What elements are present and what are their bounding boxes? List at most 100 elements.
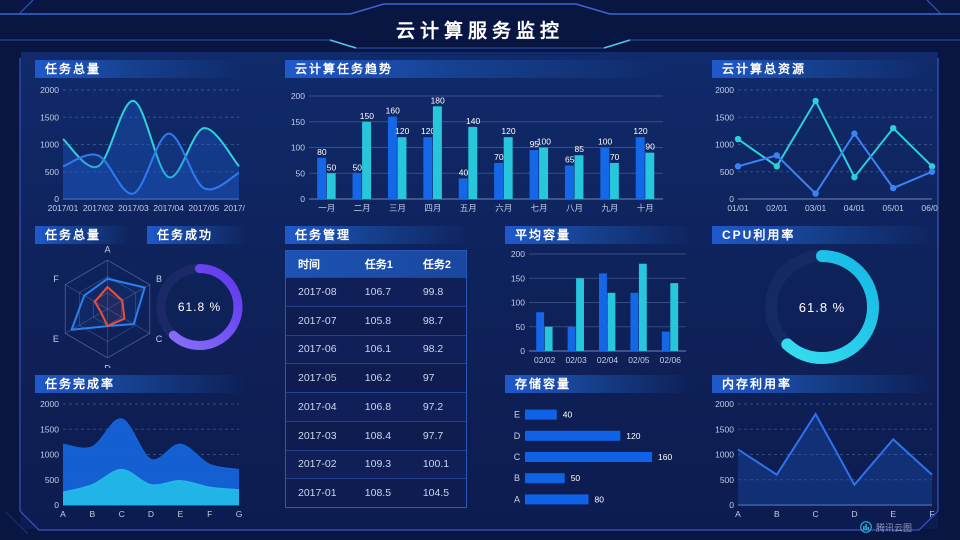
svg-text:1000: 1000 [40, 450, 59, 460]
svg-text:160: 160 [386, 106, 400, 116]
svg-text:90: 90 [645, 142, 655, 152]
svg-text:B: B [514, 473, 520, 483]
svg-text:E: E [890, 509, 896, 519]
svg-text:0: 0 [54, 500, 59, 510]
svg-text:04/01: 04/01 [844, 203, 866, 213]
svg-text:02/05: 02/05 [628, 355, 650, 365]
svg-text:40: 40 [563, 410, 573, 420]
svg-text:2017/05: 2017/05 [188, 203, 219, 213]
svg-text:100: 100 [511, 298, 525, 308]
svg-text:80: 80 [595, 494, 605, 504]
chart-memory-line: 0 500 1000 1500 2000 A B C D E F [710, 396, 938, 520]
panel-title-completion: 任务完成率 [35, 375, 245, 393]
svg-text:1500: 1500 [715, 112, 734, 122]
table-row: 2017-04 106.8 97.2 [286, 392, 466, 421]
svg-text:1500: 1500 [40, 424, 59, 434]
table-cell: 108.5 [364, 487, 392, 500]
svg-text:二月: 二月 [354, 203, 371, 213]
table-cell: 97.7 [422, 429, 444, 442]
svg-text:D: D [148, 509, 154, 519]
svg-text:A: A [735, 509, 741, 519]
svg-text:1000: 1000 [715, 450, 734, 460]
watermark: 腾讯云图 [860, 519, 912, 535]
svg-text:150: 150 [291, 117, 305, 127]
svg-text:200: 200 [511, 249, 525, 259]
table-header-row: 时间 任务1 任务2 [286, 251, 466, 277]
svg-text:100: 100 [291, 143, 305, 153]
panel-title-cpu: CPU利用率 [712, 226, 930, 244]
svg-text:D: D [104, 364, 111, 368]
panel-title-trend: 云计算任务趋势 [285, 60, 667, 78]
svg-text:C: C [156, 334, 163, 344]
svg-text:02/01: 02/01 [766, 203, 788, 213]
svg-text:100: 100 [598, 137, 612, 147]
svg-text:40: 40 [459, 167, 469, 177]
svg-text:500: 500 [720, 167, 734, 177]
table-cell: 2017-01 [298, 487, 337, 500]
panel-title-task-total: 任务总量 [35, 60, 245, 78]
svg-text:50: 50 [516, 322, 526, 332]
panel-title-memory: 内存利用率 [712, 375, 930, 393]
svg-text:2017/01: 2017/01 [48, 203, 79, 213]
panel-title-avg: 平均容量 [505, 226, 690, 244]
table-row: 2017-08 106.7 99.8 [286, 277, 466, 306]
svg-text:E: E [177, 509, 183, 519]
svg-text:D: D [851, 509, 857, 519]
svg-text:150: 150 [360, 111, 374, 121]
svg-text:E: E [514, 410, 520, 420]
table-cell: 2017-02 [298, 458, 337, 471]
table-cell: 106.2 [364, 372, 392, 385]
svg-text:02/04: 02/04 [597, 355, 619, 365]
chart-avg-capacity: 0 50 100 150 200 02/02 02/03 02/04 02/05 02/06 [503, 246, 690, 366]
svg-text:1000: 1000 [715, 140, 734, 150]
svg-text:C: C [119, 509, 125, 519]
svg-text:140: 140 [466, 116, 480, 126]
svg-text:80: 80 [317, 147, 327, 157]
table-cell: 2017-08 [298, 285, 337, 298]
table-row: 2017-07 105.8 98.7 [286, 305, 466, 335]
panel-title-storage: 存储容量 [505, 375, 690, 393]
svg-text:2000: 2000 [715, 399, 734, 409]
table-cell: 105.8 [364, 314, 392, 327]
panel-title-resources: 云计算总资源 [712, 60, 930, 78]
svg-text:03/01: 03/01 [805, 203, 827, 213]
svg-text:0: 0 [300, 194, 305, 204]
svg-text:F: F [929, 509, 934, 519]
svg-text:50: 50 [571, 473, 581, 483]
svg-text:02/03: 02/03 [565, 355, 587, 365]
success-donut-value: 61.8 % [177, 300, 222, 314]
svg-text:八月: 八月 [566, 203, 583, 213]
table-column-header: 任务1 [364, 259, 393, 271]
svg-text:02/06: 02/06 [660, 355, 682, 365]
svg-text:500: 500 [45, 475, 59, 485]
svg-text:三月: 三月 [389, 203, 406, 213]
page-title: 云计算服务监控 [395, 21, 564, 42]
svg-text:120: 120 [501, 126, 515, 136]
chart-task-total-area: 0 500 1000 1500 2000 2017/01 2017/02 2017/03 201… [35, 82, 245, 214]
svg-text:2017/06: 2017/06 [224, 203, 245, 213]
table-cell: 99.8 [422, 285, 444, 298]
svg-text:100: 100 [537, 137, 551, 147]
watermark-logo-icon [860, 521, 872, 533]
table-cell: 109.3 [364, 458, 392, 471]
svg-text:200: 200 [291, 91, 305, 101]
table-row: 2017-06 106.1 98.2 [286, 334, 466, 364]
panel-title-success: 任务成功 [147, 226, 245, 244]
cpu-donut-value: 61.8 % [798, 299, 846, 315]
chart-cpu-donut: 61.8 % [752, 244, 892, 370]
svg-text:1500: 1500 [40, 112, 59, 122]
svg-text:50: 50 [327, 162, 337, 172]
table-row: 2017-05 106.2 97 [286, 363, 466, 392]
svg-text:0: 0 [54, 194, 59, 204]
svg-text:2017/02: 2017/02 [83, 203, 114, 213]
svg-text:E: E [53, 334, 59, 344]
svg-text:A: A [60, 509, 66, 519]
svg-text:500: 500 [45, 167, 59, 177]
chart-task-radar: A B C D E F [35, 246, 180, 368]
svg-text:A: A [514, 494, 520, 504]
table-cell: 108.4 [364, 429, 392, 442]
table-cell: 2017-07 [298, 314, 337, 327]
svg-text:95: 95 [530, 139, 540, 149]
table-cell: 2017-03 [298, 429, 337, 442]
